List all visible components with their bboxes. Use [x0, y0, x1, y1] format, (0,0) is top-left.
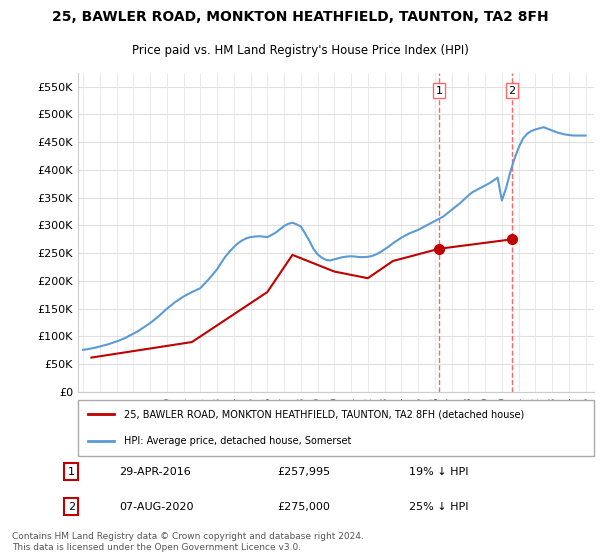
Text: 25, BAWLER ROAD, MONKTON HEATHFIELD, TAUNTON, TA2 8FH (detached house): 25, BAWLER ROAD, MONKTON HEATHFIELD, TAU…: [124, 409, 524, 419]
Text: Price paid vs. HM Land Registry's House Price Index (HPI): Price paid vs. HM Land Registry's House …: [131, 44, 469, 57]
Text: 2: 2: [68, 502, 75, 512]
Text: 2: 2: [508, 86, 515, 96]
Text: 25, BAWLER ROAD, MONKTON HEATHFIELD, TAUNTON, TA2 8FH: 25, BAWLER ROAD, MONKTON HEATHFIELD, TAU…: [52, 10, 548, 24]
FancyBboxPatch shape: [78, 400, 594, 456]
Text: HPI: Average price, detached house, Somerset: HPI: Average price, detached house, Some…: [124, 436, 352, 446]
Text: 29-APR-2016: 29-APR-2016: [119, 467, 191, 477]
Text: 1: 1: [68, 467, 75, 477]
Text: 19% ↓ HPI: 19% ↓ HPI: [409, 467, 469, 477]
Text: 1: 1: [436, 86, 443, 96]
Text: £257,995: £257,995: [277, 467, 331, 477]
Text: £275,000: £275,000: [277, 502, 330, 512]
Text: Contains HM Land Registry data © Crown copyright and database right 2024.
This d: Contains HM Land Registry data © Crown c…: [12, 532, 364, 552]
Text: 07-AUG-2020: 07-AUG-2020: [119, 502, 193, 512]
Text: 25% ↓ HPI: 25% ↓ HPI: [409, 502, 469, 512]
